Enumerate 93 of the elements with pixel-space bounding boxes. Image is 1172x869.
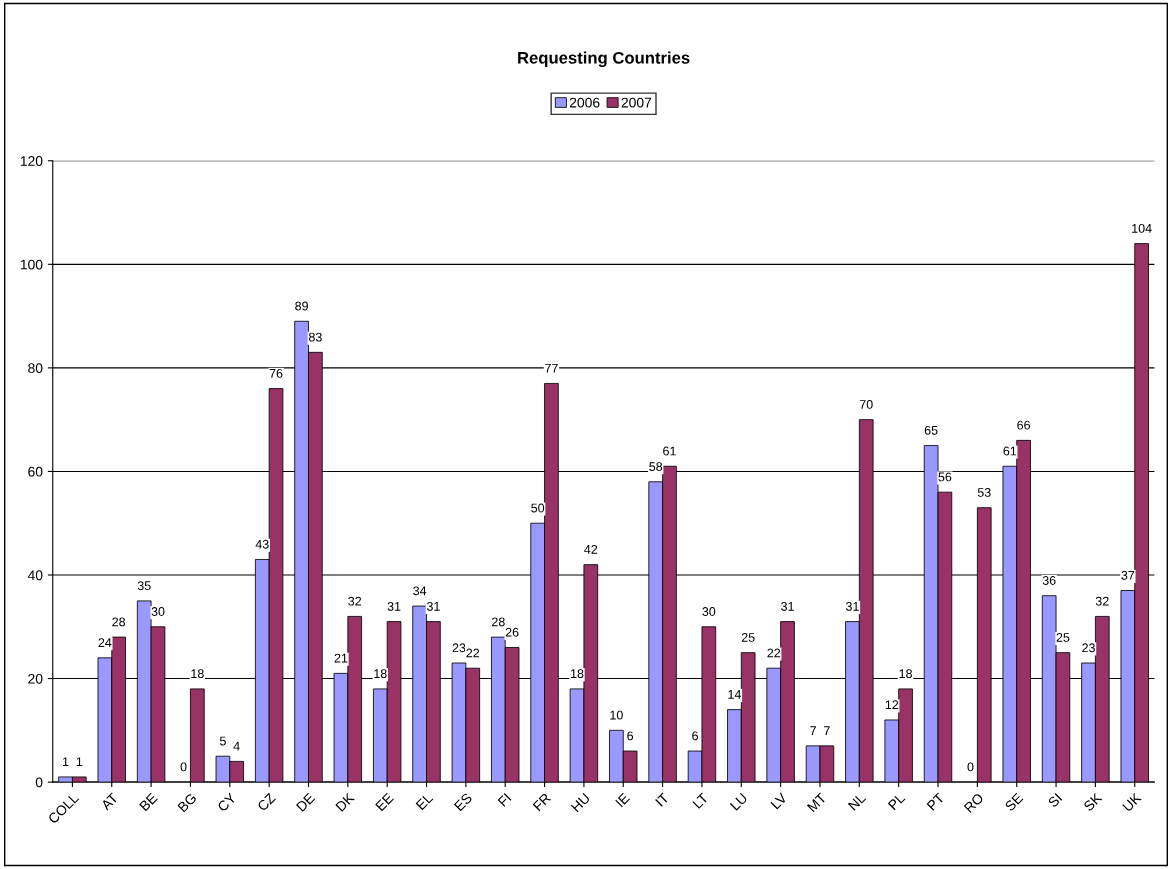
x-tick-label: SI	[1047, 792, 1063, 808]
x-tick-label: BG	[177, 792, 197, 813]
y-tick-label: 80	[28, 363, 43, 374]
x-tick-label: EL	[415, 792, 434, 811]
x-tick-label: LU	[729, 792, 748, 811]
data-label: 22	[767, 648, 781, 658]
data-label: 23	[452, 643, 466, 653]
x-tick-label: UK	[1122, 792, 1142, 812]
data-label: 31	[387, 601, 401, 611]
y-tick-label: 60	[28, 466, 43, 477]
data-label: 104	[1132, 223, 1152, 233]
data-label: 83	[308, 332, 322, 342]
x-tick-label: BE	[139, 792, 158, 812]
data-label: 21	[334, 653, 348, 663]
x-tick-label: MT	[806, 792, 827, 813]
data-label: 14	[728, 690, 741, 699]
data-label: 28	[112, 617, 126, 627]
data-label: 30	[702, 607, 716, 616]
data-label: 4	[233, 741, 240, 751]
x-tick-label: CY	[216, 792, 237, 813]
data-label: 77	[545, 363, 558, 373]
data-label: 34	[413, 586, 427, 596]
data-label: 5	[219, 736, 226, 746]
x-tick-label: IT	[655, 792, 670, 807]
data-label: 65	[924, 425, 938, 435]
x-tick-label: DE	[296, 792, 316, 812]
data-label: 61	[663, 446, 676, 456]
data-label: 0	[967, 762, 974, 772]
data-label: 25	[741, 633, 755, 642]
x-tick-label: RO	[963, 792, 985, 813]
data-label: 30	[151, 607, 165, 616]
x-tick-label: DK	[335, 792, 355, 812]
x-tick-label: FI	[497, 793, 512, 807]
y-tick-label: 120	[20, 156, 43, 166]
data-label: 56	[938, 472, 952, 482]
legend-label: 2007	[621, 97, 652, 108]
x-tick-label: IE	[615, 792, 630, 808]
chart-title: Requesting Countries	[518, 51, 690, 68]
x-tick-label: AT	[100, 792, 119, 811]
data-label: 6	[692, 731, 698, 741]
data-label: 23	[1082, 643, 1095, 653]
x-tick-label: LT	[692, 792, 709, 809]
data-label: 89	[295, 301, 308, 311]
data-label: 31	[426, 601, 440, 611]
data-label: 10	[610, 710, 623, 720]
x-tick-label: NL	[847, 792, 867, 811]
data-label: 66	[1017, 420, 1030, 430]
x-tick-label: LV	[770, 792, 788, 810]
data-label: 12	[885, 700, 899, 710]
data-label: 43	[255, 539, 269, 549]
data-label: 42	[584, 544, 598, 554]
data-label: 25	[1056, 633, 1070, 642]
y-tick-label: 20	[28, 673, 43, 684]
data-label: 70	[859, 400, 873, 409]
y-tick-label: 100	[20, 259, 43, 270]
data-label: 7	[824, 726, 830, 735]
data-label: 1	[76, 757, 83, 766]
legend-label: 2006	[569, 97, 600, 108]
data-label: 32	[1095, 596, 1109, 606]
data-label: 6	[627, 731, 634, 741]
data-label: 18	[374, 669, 387, 679]
data-label: 36	[1042, 576, 1056, 585]
data-label: 53	[977, 488, 991, 497]
data-label: 24	[98, 638, 112, 647]
data-label: 50	[531, 503, 545, 513]
data-label: 31	[845, 601, 859, 611]
x-tick-label: HU	[570, 792, 591, 813]
data-label: 18	[899, 669, 912, 679]
data-label: 35	[137, 581, 151, 591]
data-label: 0	[180, 762, 187, 772]
data-label: 26	[505, 627, 519, 637]
data-label: 31	[781, 601, 794, 611]
data-label: 7	[810, 726, 816, 735]
x-tick-label: FR	[532, 792, 552, 812]
data-label: 22	[466, 648, 480, 658]
data-label: 76	[269, 368, 283, 378]
data-label: 37	[1121, 570, 1135, 580]
data-label: 61	[1003, 446, 1017, 456]
y-tick-label: 40	[27, 570, 43, 581]
x-tick-label: PT	[926, 792, 945, 811]
data-label: 1	[63, 757, 69, 766]
data-label: 58	[649, 462, 663, 471]
x-tick-label: SE	[1004, 792, 1024, 812]
data-label: 18	[191, 669, 204, 679]
x-tick-label: PL	[887, 792, 906, 811]
x-tick-label: SK	[1083, 792, 1103, 812]
x-tick-label: CZ	[256, 792, 277, 812]
data-label: 32	[348, 596, 362, 606]
y-tick-label: 0	[35, 777, 43, 788]
x-tick-label: ES	[453, 792, 473, 812]
x-tick-label: EE	[375, 792, 394, 812]
data-label: 18	[571, 669, 584, 679]
data-label: 28	[492, 617, 505, 627]
